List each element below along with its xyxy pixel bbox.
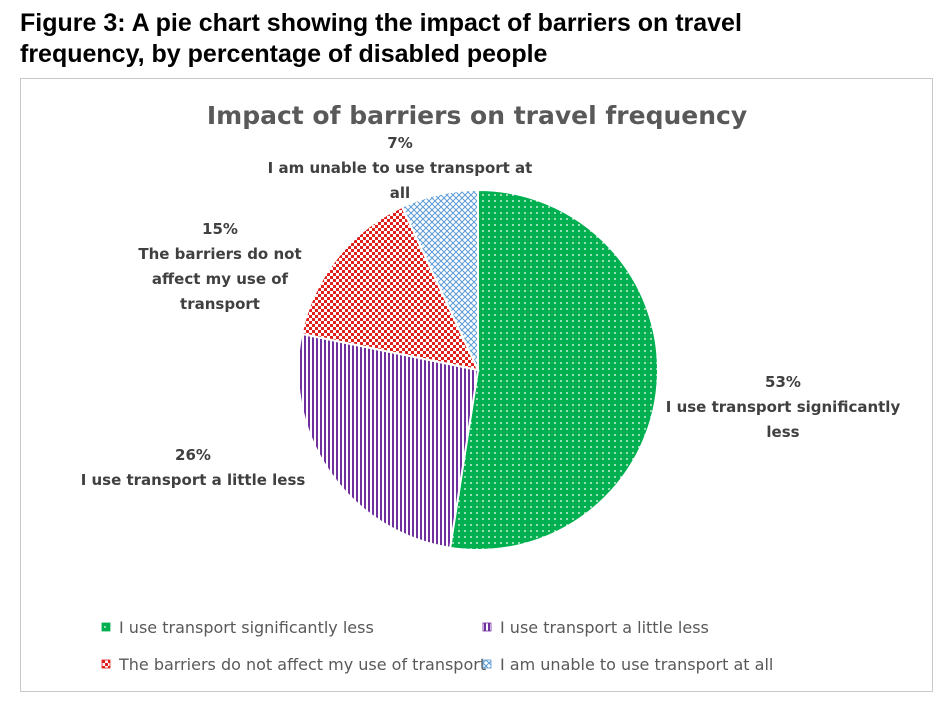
- data-label-4: 7% I am unable to use transport at all: [268, 134, 533, 202]
- data-label-text: The barriers do not: [138, 245, 301, 263]
- legend-item-2: I use transport a little less: [482, 618, 709, 637]
- data-label-value: 53%: [765, 373, 801, 391]
- data-label-text: I am unable to use transport at: [268, 159, 533, 177]
- pie-slice-4: [400, 188, 479, 371]
- data-label-text: transport: [180, 295, 260, 313]
- data-label-text: I use transport significantly: [666, 398, 901, 416]
- figure-caption-line-2: frequency, by percentage of disabled peo…: [20, 40, 548, 68]
- data-label-text: I use transport a little less: [81, 471, 306, 489]
- legend-item-1: I use transport significantly less: [101, 618, 374, 637]
- figure-caption-line-1: Figure 3: A pie chart showing the impact…: [20, 9, 742, 37]
- chart-title: Impact of barriers on travel frequency: [207, 101, 747, 130]
- data-label-text: affect my use of: [152, 270, 289, 288]
- data-label-text: all: [390, 184, 410, 202]
- data-label-value: 7%: [387, 134, 412, 152]
- legend-label: The barriers do not affect my use of tra…: [118, 655, 486, 674]
- data-label-value: 26%: [175, 446, 211, 464]
- legend-item-3: The barriers do not affect my use of tra…: [101, 655, 486, 674]
- legend-swatch: [101, 622, 111, 632]
- pie-slice-2: [297, 332, 480, 549]
- legend-swatch: [101, 659, 111, 669]
- data-label-text: less: [766, 423, 799, 441]
- figure-caption: Figure 3: A pie chart showing the impact…: [20, 8, 920, 70]
- pie-slice-1: [448, 188, 659, 551]
- data-label-1: 53% I use transport significantly less: [666, 373, 901, 441]
- legend-label: I am unable to use transport at all: [500, 655, 773, 674]
- data-label-value: 15%: [202, 220, 238, 238]
- legend-item-4: I am unable to use transport at all: [482, 655, 773, 674]
- legend-label: I use transport a little less: [500, 618, 709, 637]
- pie-slice-3: [300, 205, 480, 372]
- legend-swatch: [482, 622, 492, 632]
- legend-label: I use transport significantly less: [119, 618, 374, 637]
- legend-swatch: [482, 659, 492, 669]
- data-label-2: 26% I use transport a little less: [81, 446, 306, 489]
- data-label-3: 15% The barriers do not affect my use of tr…: [138, 220, 301, 313]
